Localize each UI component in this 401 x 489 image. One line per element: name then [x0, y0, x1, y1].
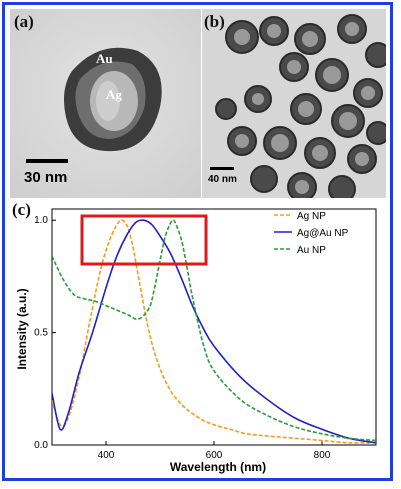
plot-frame — [51, 208, 377, 446]
x-tick-label: 600 — [206, 450, 223, 461]
panel-a: (a) Au Ag 30 nm — [10, 9, 201, 198]
scale-label-a: 30 nm — [24, 169, 68, 186]
panel-label-a: (a) — [14, 12, 34, 31]
y-axis-label: Intensity (a.u.) — [15, 288, 29, 369]
shell-label: Au — [96, 51, 113, 66]
scale-label-b: 40 nm — [208, 174, 237, 185]
x-tick-label: 800 — [314, 450, 331, 461]
legend: Ag NP Ag@Au NP Au NP — [274, 211, 349, 256]
series-line-ag-np — [52, 219, 376, 444]
tem-image-a — [10, 9, 201, 198]
panel-c: (c) 400 600 800 0.0 0.5 1.0 Ag NP Ag@Au NP Au N… — [8, 199, 388, 477]
panel-b: (b) 40 nm — [202, 9, 386, 198]
spectrum-chart: 400 600 800 0.0 0.5 1.0 Ag NP Ag@Au NP Au NP In… — [15, 208, 377, 474]
legend-label: Ag NP — [297, 211, 326, 222]
core-label: Ag — [106, 87, 122, 102]
legend-label: Au NP — [297, 245, 326, 256]
particle-cluster — [215, 14, 386, 198]
series-line-ag-au-np — [52, 219, 376, 444]
series-line-au-np — [52, 219, 376, 442]
highlight-box — [80, 214, 208, 266]
y-tick-label: 0.0 — [34, 440, 48, 451]
legend-label: Ag@Au NP — [297, 228, 349, 239]
panel-label-c: (c) — [12, 200, 31, 219]
x-axis-label: Wavelength (nm) — [170, 460, 266, 474]
tem-image-b — [202, 9, 386, 198]
scale-bar-a — [26, 159, 68, 163]
scale-bar-b — [210, 167, 234, 170]
panel-label-b: (b) — [204, 12, 225, 31]
y-tick-label: 1.0 — [34, 215, 48, 226]
x-tick-label: 400 — [98, 450, 115, 461]
y-tick-label: 0.5 — [34, 328, 48, 339]
